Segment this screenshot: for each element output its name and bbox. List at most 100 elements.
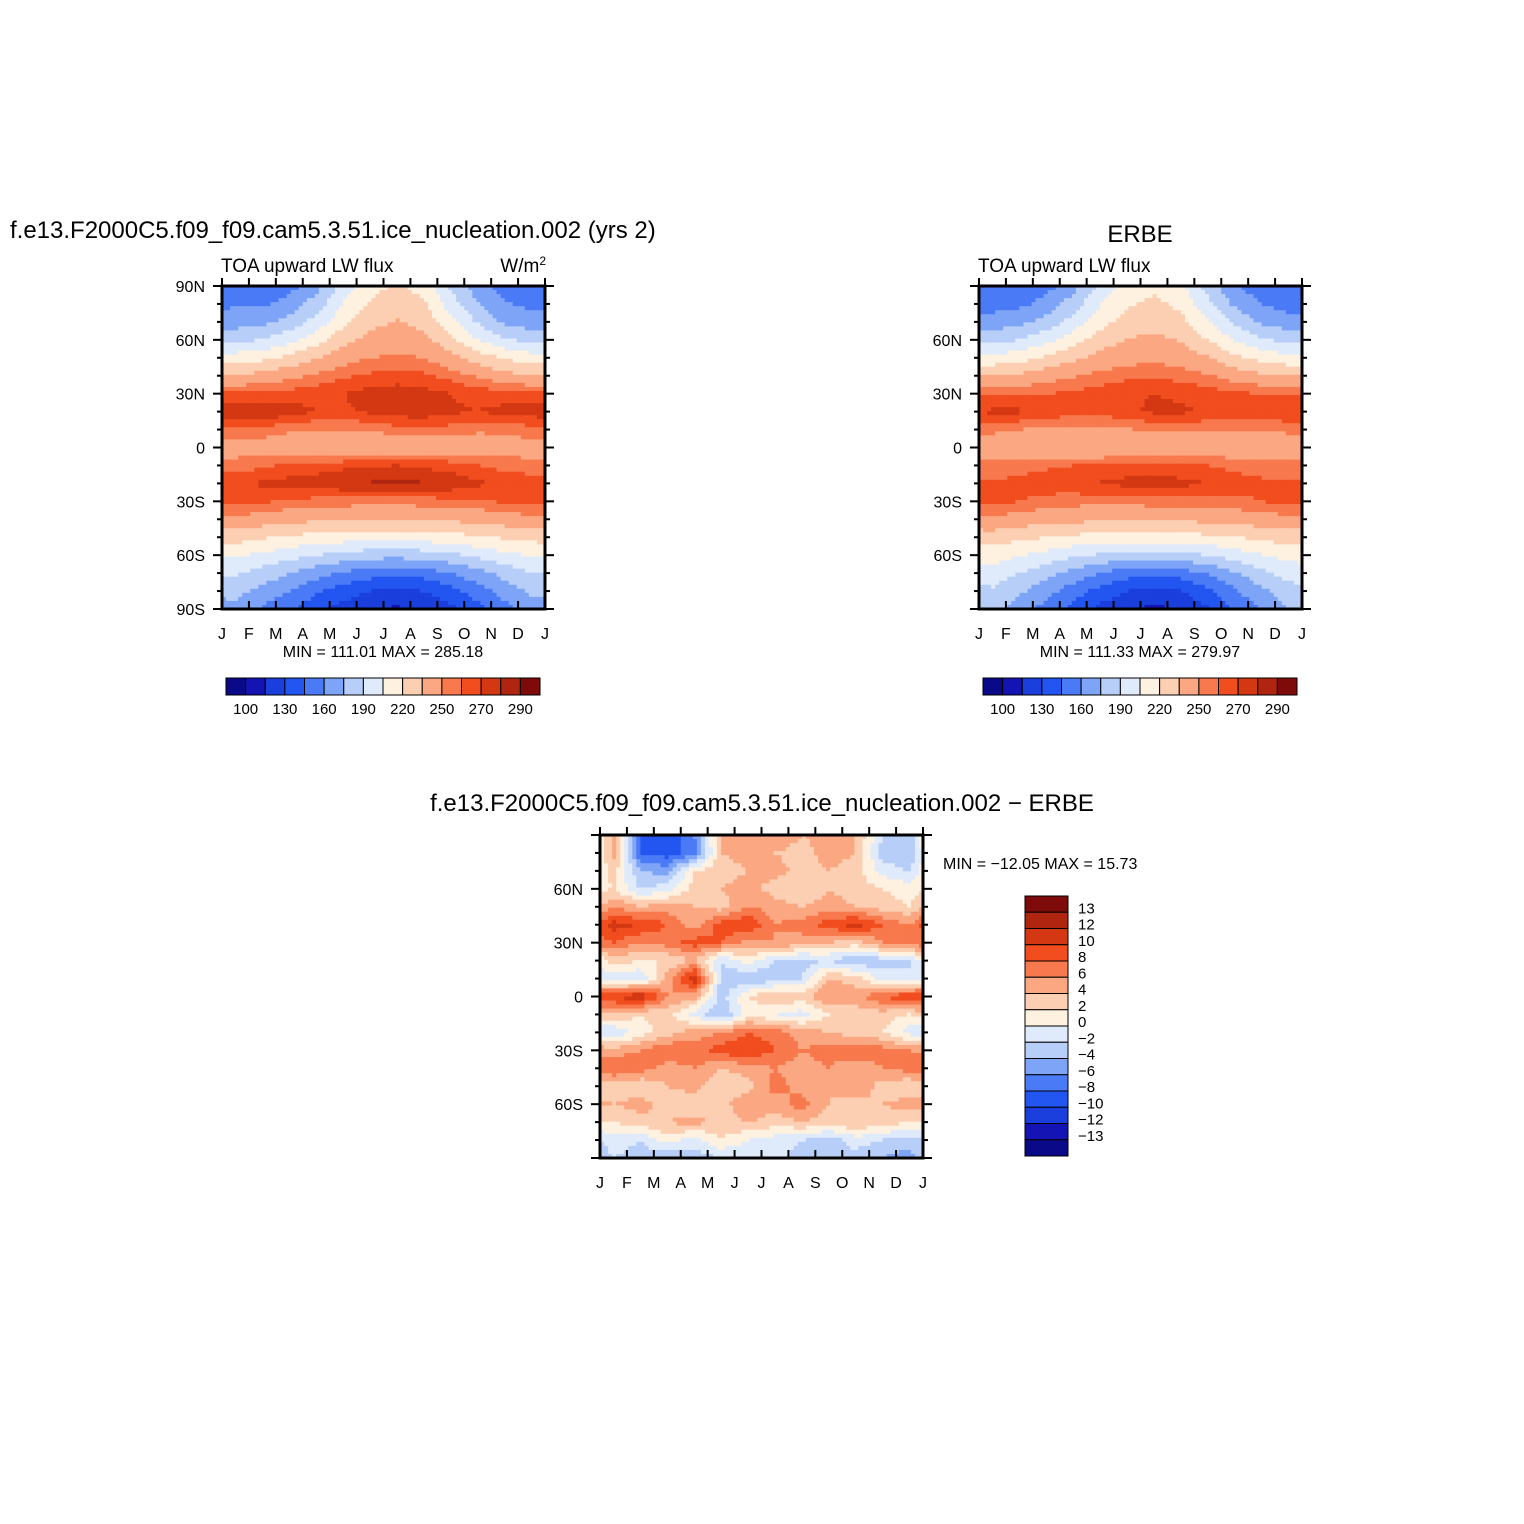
heatmap-cell <box>322 370 328 376</box>
heatmap-cell <box>379 487 385 493</box>
heatmap-cell <box>395 318 401 323</box>
heatmap-cell <box>379 483 385 489</box>
heatmap-cell <box>500 532 506 537</box>
heatmap-cell <box>528 431 534 436</box>
heatmap-cell <box>440 467 445 473</box>
heatmap-cell <box>496 475 502 481</box>
heatmap-cell <box>440 459 445 465</box>
heatmap-cell <box>298 491 304 497</box>
heatmap-cell <box>532 378 538 384</box>
heatmap-cell <box>314 536 320 541</box>
heatmap-cell <box>444 415 449 420</box>
heatmap-cell <box>379 318 385 323</box>
heatmap-cell <box>298 386 304 392</box>
heatmap-cell <box>371 346 377 352</box>
heatmap-cell <box>375 342 381 348</box>
heatmap-cell <box>536 290 542 295</box>
heatmap-cell <box>516 378 522 384</box>
heatmap-cell <box>387 447 393 453</box>
heatmap-cell <box>343 358 348 364</box>
heatmap-cell <box>427 334 433 340</box>
heatmap-cell <box>343 322 348 327</box>
heatmap-cell <box>318 487 324 493</box>
heatmap-cell <box>371 471 377 477</box>
heatmap-cell <box>472 491 477 497</box>
heatmap-cell <box>335 475 340 481</box>
heatmap-cell <box>480 487 486 493</box>
heatmap-cell <box>379 370 385 376</box>
heatmap-cell <box>391 443 397 449</box>
heatmap-cell <box>326 302 332 307</box>
heatmap-cell <box>318 346 324 352</box>
heatmap-cell <box>302 443 308 449</box>
heatmap-cell <box>375 463 381 469</box>
heatmap-cell <box>278 443 284 449</box>
heatmap-cell <box>500 483 506 489</box>
heatmap-cell <box>322 342 328 348</box>
heatmap-cell <box>524 419 530 424</box>
heatmap-cell <box>452 504 457 509</box>
heatmap-cell <box>387 374 393 380</box>
heatmap-cell <box>250 354 255 360</box>
heatmap-cell <box>524 443 530 449</box>
heatmap-cell <box>496 415 502 420</box>
heatmap-cell <box>302 322 308 327</box>
heatmap-cell <box>278 314 284 319</box>
heatmap-cell <box>314 318 320 323</box>
heatmap-cell <box>351 286 356 291</box>
heatmap-cell <box>355 411 360 416</box>
heatmap-cell <box>488 431 494 436</box>
heatmap-cell <box>326 536 332 541</box>
heatmap-cell <box>532 395 538 400</box>
heatmap-cell <box>363 310 368 315</box>
heatmap-cell <box>310 524 316 529</box>
heatmap-cell <box>516 286 522 291</box>
heatmap-cell <box>456 395 461 400</box>
heatmap-cell <box>419 374 425 380</box>
heatmap-cell <box>347 314 352 319</box>
heatmap-cell <box>419 504 425 509</box>
heatmap-cell <box>318 370 324 376</box>
heatmap-cell <box>222 443 227 449</box>
heatmap-cell <box>266 516 272 521</box>
heatmap-cell <box>286 302 292 307</box>
heatmap-cell <box>335 487 340 493</box>
heatmap-cell <box>355 395 360 400</box>
heatmap-cell <box>326 479 332 485</box>
heatmap-cell <box>464 378 469 384</box>
heatmap-cell <box>282 318 288 323</box>
heatmap-cell <box>383 290 389 295</box>
heatmap-cell <box>403 338 409 344</box>
heatmap-cell <box>528 386 534 392</box>
heatmap-cell <box>250 403 255 408</box>
heatmap-cell <box>540 386 545 392</box>
heatmap-cell <box>440 520 445 525</box>
heatmap-cell <box>472 322 477 327</box>
heatmap-cell <box>351 491 356 497</box>
heatmap-cell <box>468 415 473 420</box>
heatmap-cell <box>504 318 510 323</box>
heatmap-cell <box>500 314 506 319</box>
heatmap-cell <box>444 286 449 291</box>
heatmap-cell <box>540 487 545 493</box>
heatmap-cell <box>512 459 518 465</box>
heatmap-cell <box>387 390 393 396</box>
heatmap-cell <box>310 451 316 457</box>
heatmap-cell <box>516 407 522 412</box>
heatmap-cell <box>242 346 247 352</box>
heatmap-cell <box>367 298 372 303</box>
heatmap-cell <box>371 395 377 400</box>
heatmap-cell <box>520 528 526 533</box>
heatmap-cell <box>411 298 417 303</box>
heatmap-cells <box>222 286 545 609</box>
heatmap-cell <box>306 520 312 525</box>
heatmap-cell <box>488 342 494 348</box>
heatmap-cell <box>379 290 385 295</box>
heatmap-cell <box>456 491 461 497</box>
heatmap-cell <box>504 386 510 392</box>
heatmap-cell <box>452 354 457 360</box>
heatmap-cell <box>399 512 405 517</box>
heatmap-cell <box>540 504 545 509</box>
heatmap-cell <box>339 310 344 315</box>
heatmap-cell <box>500 455 506 461</box>
